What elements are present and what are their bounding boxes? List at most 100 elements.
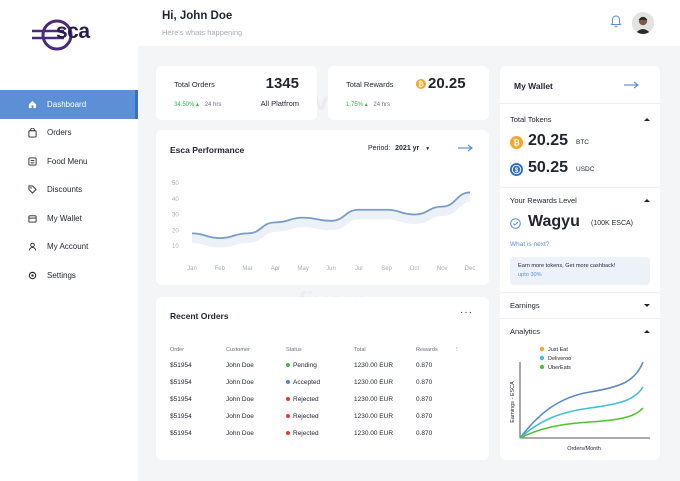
total-rewards-label: Total Rewards <box>346 80 394 89</box>
analytics-series-line <box>519 386 644 439</box>
analytics-chart: Just Eat Deliveroo UberEats Earnings - ESCA… <box>510 346 650 452</box>
bitcoin-icon: ₿ <box>510 136 523 149</box>
avatar[interactable] <box>632 12 654 34</box>
divider <box>500 187 660 188</box>
status-text: Rejected <box>293 413 319 420</box>
order-id: $51954 <box>170 430 192 437</box>
status-text: Pending <box>293 362 317 369</box>
bag-icon <box>27 127 37 138</box>
sidebar-item-label: My Account <box>47 242 89 252</box>
usdc-unit: USDC <box>576 166 595 173</box>
x-tick-label: Nov <box>437 266 448 272</box>
more-options-icon[interactable]: ··· <box>460 307 473 318</box>
customer-name: John Doe <box>226 362 254 369</box>
arrow-right-icon[interactable] <box>458 144 474 152</box>
menu-icon <box>27 156 37 166</box>
cashback-banner[interactable]: Earn more tokens, Get more cashback! upt… <box>510 257 650 285</box>
sidebar-item-label: Settings <box>47 270 76 280</box>
status-text: Rejected <box>293 430 319 437</box>
x-tick-label: Jan <box>187 266 197 272</box>
status-text: Rejected <box>293 396 319 403</box>
analytics-label: Analytics <box>510 327 541 336</box>
order-total: 1230.00 EUR <box>354 396 394 403</box>
table-header-row: Order Customer Status Total Rewards ⋮ <box>170 343 466 357</box>
period-value: 2021 yr <box>395 145 420 152</box>
status-cell: Rejected <box>286 391 354 408</box>
table-row[interactable]: $51954 John Doe Accepted 1230.00 EUR 0.8… <box>170 374 466 391</box>
x-tick-label: Jun <box>326 266 336 272</box>
order-id: $51954 <box>170 362 192 369</box>
rewards-level-label: Your Rewards Level <box>510 196 577 205</box>
series-line-shadow <box>191 192 471 248</box>
greeting-title: Hi, John Doe <box>162 10 233 22</box>
x-tick-label: Oct <box>410 266 420 272</box>
x-tick-label: Jul <box>355 266 363 272</box>
chevron-up-icon[interactable] <box>644 199 650 202</box>
y-tick-label: 10 <box>172 244 179 250</box>
order-total: 1230.00 EUR <box>354 379 394 386</box>
chevron-up-icon[interactable] <box>644 118 650 121</box>
total-orders-change-row: 34.50% ▴ 24 hrs <box>174 101 221 108</box>
status-cell: Rejected <box>286 425 354 442</box>
total-orders-label: Total Orders <box>174 80 215 89</box>
column-options-icon[interactable]: ⋮ <box>454 347 460 353</box>
column-header: Total <box>354 347 366 353</box>
sidebar-item-my-wallet[interactable]: My Wallet <box>0 204 138 233</box>
y-tick-label: 20 <box>172 228 179 234</box>
y-tick-label: 50 <box>172 181 179 187</box>
tag-icon <box>27 185 37 195</box>
table-row[interactable]: $51954 John Doe Rejected 1230.00 EUR 0.8… <box>170 391 466 408</box>
sidebar-item-settings[interactable]: Settings <box>0 261 138 290</box>
sidebar-item-food-menu[interactable]: Food Menu <box>0 147 138 176</box>
sidebar-item-my-account[interactable]: My Account <box>0 233 138 262</box>
up-arrow-icon: ▴ <box>196 102 200 108</box>
chevron-down-icon[interactable] <box>644 304 650 307</box>
status-dot <box>286 397 290 402</box>
order-total: 1230.00 EUR <box>354 430 394 437</box>
status-cell: Pending <box>286 357 354 374</box>
whats-next-link[interactable]: What is next? <box>510 241 550 248</box>
table-row[interactable]: $51954 John Doe Rejected 1230.00 EUR 0.8… <box>170 408 466 425</box>
chevron-up-icon[interactable] <box>644 330 650 333</box>
orders-table-body: $51954 John Doe Pending 1230.00 EUR 0.87… <box>170 357 466 442</box>
status-dot <box>286 363 290 368</box>
table-row[interactable]: $51954 John Doe Rejected 1230.00 EUR 0.8… <box>170 425 466 442</box>
column-header: Order <box>170 347 185 353</box>
sidebar-item-dashboard[interactable]: Dashboard <box>0 90 138 119</box>
top-header: Hi, John Doe Here's whats happening <box>138 0 680 46</box>
period-selector[interactable]: Period: 2021 yr ▼ <box>368 145 430 152</box>
customer-name: John Doe <box>226 430 254 437</box>
btc-balance: 20.25 <box>528 132 569 149</box>
column-header: Rewards <box>416 347 438 353</box>
bell-icon[interactable] <box>610 15 622 28</box>
total-orders-change: 34.50% <box>174 102 195 108</box>
cashback-text: Earn more tokens, Get more cashback! <box>518 263 616 269</box>
order-rewards: 0.870 <box>416 379 433 386</box>
cashback-percent: upto 30% <box>518 272 542 278</box>
sidebar-item-label: Dashboard <box>47 99 87 109</box>
sidebar-item-discounts[interactable]: Discounts <box>0 176 138 205</box>
order-id: $51954 <box>170 413 192 420</box>
order-total: 1230.00 EUR <box>354 362 394 369</box>
total-rewards-card: Total Rewards ₿ 20.25 1.75% ▴ 24 hrs <box>328 66 489 120</box>
main-content: fiverr fiverr Total Orders 1345 34.50% ▴… <box>138 46 680 481</box>
sidebar-item-label: Discounts <box>47 185 83 195</box>
wallet-card: My Wallet Total Tokens ₿ 20.25 BTC $ 50.… <box>500 66 660 460</box>
order-rewards: 0.870 <box>416 430 433 437</box>
earnings-label[interactable]: Earnings <box>510 301 540 310</box>
reward-level-detail: (100K ESCA) <box>591 220 634 227</box>
sidebar-item-orders[interactable]: Orders <box>0 119 138 148</box>
logo-text: sca <box>56 20 90 43</box>
sidebar-item-label: My Wallet <box>47 213 82 223</box>
total-tokens-label: Total Tokens <box>510 115 552 124</box>
total-rewards-change-row: 1.75% ▴ 24 hrs <box>346 101 390 108</box>
arrow-right-icon[interactable] <box>624 81 640 89</box>
sidebar-item-label: Orders <box>47 128 72 138</box>
table-row[interactable]: $51954 John Doe Pending 1230.00 EUR 0.87… <box>170 357 466 374</box>
order-id: $51954 <box>170 396 192 403</box>
recent-orders-title: Recent Orders <box>170 311 229 321</box>
svg-text:₿: ₿ <box>513 139 520 148</box>
legend-marker <box>539 364 545 370</box>
status-cell: Accepted <box>286 374 354 391</box>
column-header: Customer <box>226 347 250 353</box>
